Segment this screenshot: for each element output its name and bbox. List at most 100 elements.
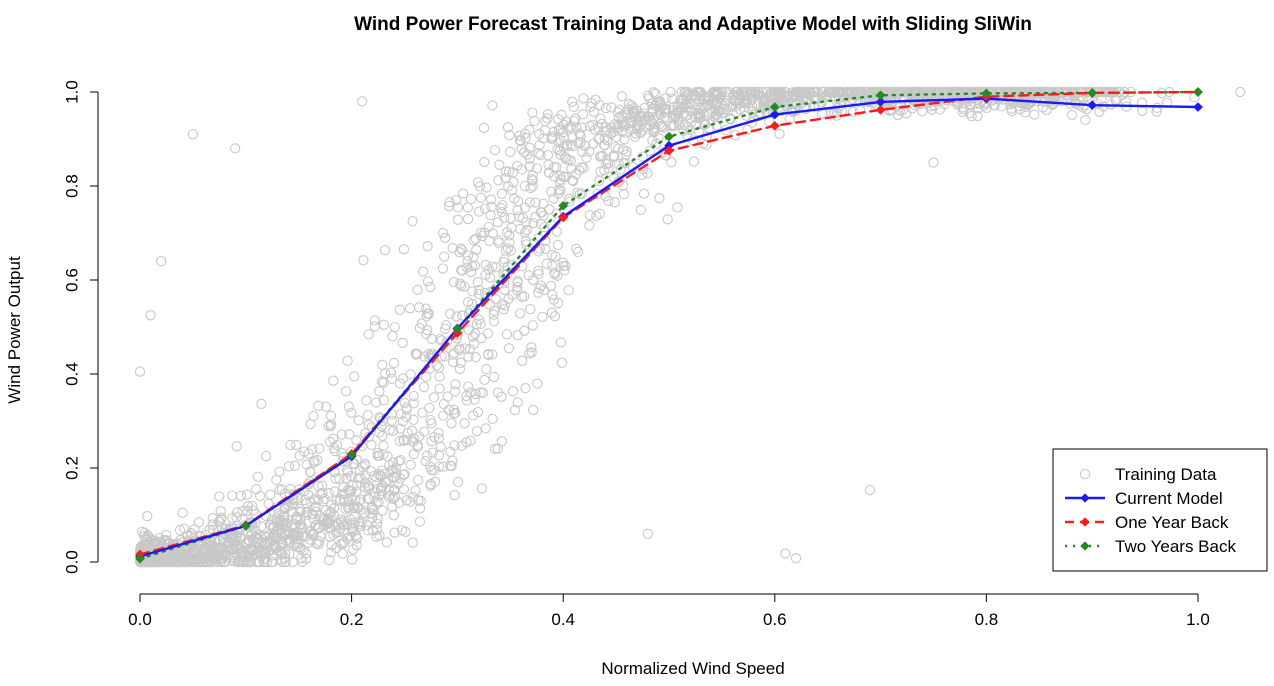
training-point [540,243,551,255]
training-point [425,281,436,293]
training-point [426,418,437,429]
training-point [395,423,406,434]
training-point [1151,102,1163,114]
training-point [369,315,380,326]
training-point [433,450,445,461]
training-point [312,494,323,506]
training-point [775,98,786,109]
training-point [426,333,437,345]
training-point [479,374,490,386]
legend-label: Current Model [1115,489,1223,508]
training-point [204,524,215,535]
training-point [372,450,383,461]
training-point [589,124,600,135]
training-point [379,244,391,256]
training-point [288,497,299,509]
training-point [1094,106,1105,117]
training-point [417,407,428,418]
training-point [695,112,706,124]
training-point [454,363,466,375]
series-point-one-year-back [875,104,886,115]
training-point [431,360,442,371]
training-point [470,328,481,339]
training-point [672,202,683,213]
training-point [467,286,478,297]
training-point [445,446,456,457]
training-point [422,324,433,336]
training-point [662,214,673,225]
training-point [1013,93,1024,105]
training-point [492,387,504,398]
training-point [415,495,426,507]
training-point [414,503,426,514]
training-point [345,486,357,497]
training-point [305,526,316,538]
training-point [463,381,474,392]
training-point [438,410,449,421]
training-point [638,188,650,199]
training-point [1029,109,1040,120]
training-point [725,114,736,125]
training-point [238,549,249,560]
training-point [433,362,445,373]
training-point [635,204,646,216]
training-point [414,516,426,527]
training-point [243,551,255,562]
training-point [749,86,761,98]
training-point [324,436,336,448]
training-point [433,433,445,444]
training-point [213,554,225,566]
training-point [558,119,569,130]
training-point [472,277,483,288]
training-point [419,426,430,437]
training-point [386,415,398,426]
training-point [479,227,490,238]
training-point [701,139,712,151]
training-point [712,112,723,123]
training-point [579,140,591,152]
training-point [291,538,302,549]
training-point [721,86,732,98]
training-point [555,170,566,182]
training-point [384,425,395,436]
training-point [202,552,214,564]
training-point [483,348,494,360]
training-point [394,435,405,447]
training-point [397,416,409,427]
training-point [527,404,539,416]
training-point [447,349,459,361]
training-point [493,175,504,186]
training-point [313,400,324,412]
training-point [822,89,833,101]
training-point [472,406,484,418]
training-point [496,298,508,310]
x-tick-label: 0.6 [763,610,787,629]
training-point [780,96,791,107]
training-point [348,544,359,555]
training-point [578,93,589,104]
training-point [759,100,770,111]
training-point [293,530,304,542]
training-point [355,504,366,516]
legend-box [1052,448,1268,572]
training-point [303,448,314,459]
training-point [329,486,340,497]
training-point [360,460,371,471]
training-point [195,554,207,565]
training-point [494,159,505,170]
training-point [294,542,305,553]
training-point [232,507,243,518]
training-point [568,101,579,113]
training-point [530,197,541,208]
training-point [449,386,461,397]
training-point [374,530,385,541]
training-point [515,223,526,235]
training-point [514,308,526,319]
training-point [470,233,482,244]
series-point-current-model [1193,102,1203,112]
training-point [597,150,608,162]
training-point [524,161,535,172]
training-point [558,141,569,152]
training-point [308,410,319,422]
y-tick-label: 0.0 [62,550,81,574]
